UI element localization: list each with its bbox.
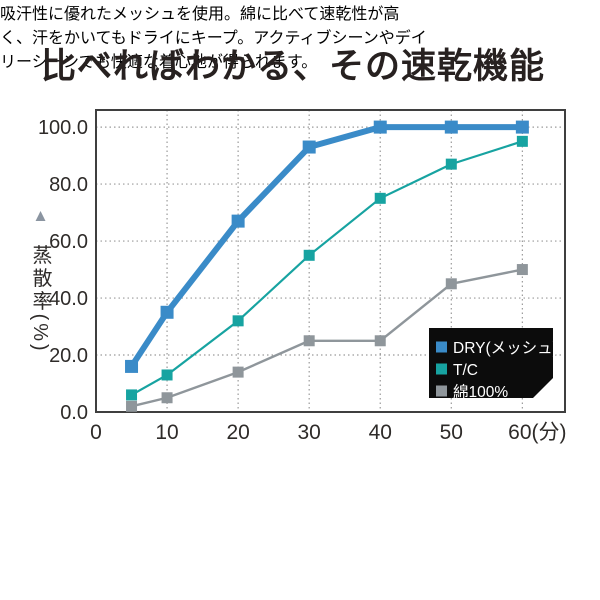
data-point-marker bbox=[161, 369, 173, 381]
y-tick-label: 80.0 bbox=[49, 174, 88, 196]
line-chart: 0.0 20.0 40.0 60.0 80.0 100.0 0 10 20 30 40 50 60(分)… bbox=[38, 109, 567, 444]
y-tick-label: 40.0 bbox=[49, 288, 88, 310]
legend-label: 綿100% bbox=[453, 383, 508, 401]
y-tick-label: 60.0 bbox=[49, 231, 88, 253]
description-line: リーシーンでも快適な着心地が得られます。 bbox=[0, 54, 318, 71]
y-axis-arrow-icon: ▲ bbox=[31, 206, 50, 228]
y-tick-label: 20.0 bbox=[49, 345, 88, 367]
y-tick-label: 0.0 bbox=[60, 402, 88, 424]
plot-frame bbox=[95, 109, 566, 413]
description-line: く、汗をかいてもドライにキープ。アクティブシーンやデイ bbox=[0, 30, 427, 47]
data-point-marker bbox=[126, 400, 138, 412]
page-title: 比べればわかる、その速乾機能 bbox=[41, 47, 546, 86]
x-tick-label: 10 bbox=[155, 421, 178, 444]
data-point-marker bbox=[445, 158, 457, 170]
data-point-marker bbox=[374, 192, 386, 204]
legend-swatch bbox=[436, 385, 447, 397]
data-point-marker bbox=[303, 335, 315, 347]
data-point-marker bbox=[444, 120, 458, 134]
legend-swatch bbox=[436, 363, 447, 375]
legend-label: T/C bbox=[453, 362, 478, 379]
data-point-marker bbox=[303, 249, 315, 261]
y-axis-label: ▲ 蒸散率(%) bbox=[27, 206, 53, 354]
data-point-marker bbox=[374, 335, 386, 347]
legend-box bbox=[429, 328, 553, 398]
legend-swatch bbox=[436, 341, 447, 353]
data-point-marker bbox=[445, 278, 457, 290]
description-line: 吸汗性に優れたメッシュを使用。綿に比べて速乾性が高 bbox=[0, 6, 400, 23]
y-tick-label: 100.0 bbox=[38, 117, 88, 139]
y-axis-title: 蒸散率(%) bbox=[29, 244, 51, 354]
data-point-marker bbox=[231, 214, 245, 228]
x-tick-label: 30 bbox=[298, 421, 321, 444]
x-tick-label: 50 bbox=[440, 421, 463, 444]
x-tick-label: 20 bbox=[226, 421, 249, 444]
x-tick-label: 0 bbox=[90, 421, 102, 444]
x-tick-label: 40 bbox=[369, 421, 392, 444]
data-point-marker bbox=[516, 264, 528, 276]
data-point-marker bbox=[126, 389, 138, 401]
data-point-marker bbox=[125, 359, 139, 373]
data-point-marker bbox=[232, 366, 244, 378]
data-point-marker bbox=[232, 315, 244, 327]
data-point-marker bbox=[161, 392, 173, 404]
data-point-marker bbox=[516, 135, 528, 147]
data-point-marker bbox=[160, 305, 174, 319]
data-point-marker bbox=[302, 140, 316, 154]
data-point-marker bbox=[515, 120, 529, 134]
x-tick-label: 60(分) bbox=[508, 421, 566, 444]
legend-label: DRY(メッシュ) bbox=[453, 340, 558, 357]
data-point-marker bbox=[373, 120, 387, 134]
